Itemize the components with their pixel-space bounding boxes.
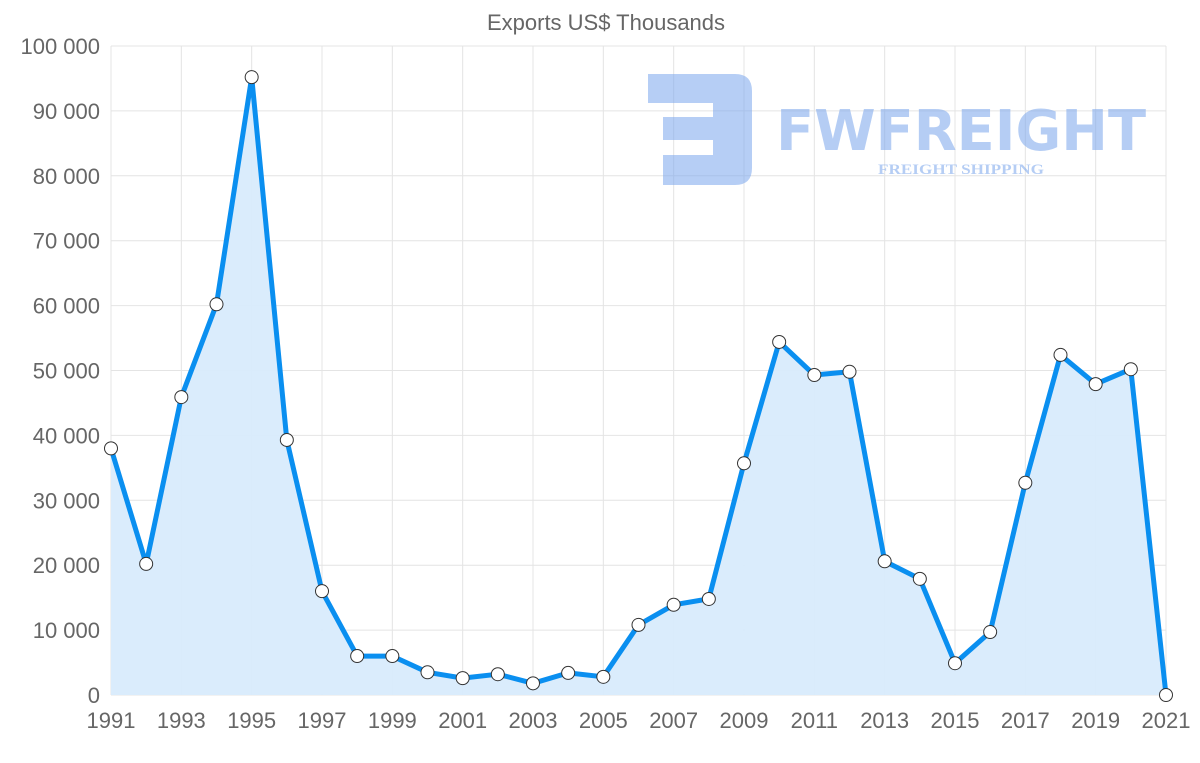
x-tick-label: 1997 xyxy=(298,708,347,733)
series-area xyxy=(111,77,1166,695)
data-point-2010[interactable] xyxy=(772,334,787,349)
y-tick-label: 30 000 xyxy=(33,488,100,513)
x-tick-label: 2003 xyxy=(509,708,558,733)
data-point-2003[interactable] xyxy=(526,676,540,691)
x-tick-label: 2017 xyxy=(1001,708,1050,733)
x-tick-label: 1993 xyxy=(157,708,206,733)
x-axis: 1991 1993 1995 1997 1999 2001 2003 2005 2007 2009… xyxy=(87,708,1191,733)
data-point-1996[interactable] xyxy=(279,432,294,447)
x-tick-label: 2007 xyxy=(649,708,698,733)
data-points xyxy=(104,70,1173,702)
data-point-1995[interactable] xyxy=(244,70,259,85)
data-point-1992[interactable] xyxy=(139,556,154,571)
data-point-2017[interactable] xyxy=(1018,475,1033,490)
y-tick-label: 40 000 xyxy=(33,423,100,448)
data-point-2013[interactable] xyxy=(877,554,892,569)
data-point-2020[interactable] xyxy=(1123,362,1138,377)
x-tick-label: 2019 xyxy=(1071,708,1120,733)
y-tick-label: 0 xyxy=(88,683,100,708)
y-axis: 0 10 000 20 000 30 000 40 000 50 000 60 000 70 … xyxy=(20,34,100,708)
y-tick-label: 100 000 xyxy=(20,34,100,59)
y-tick-label: 60 000 xyxy=(33,294,100,319)
data-point-2007[interactable] xyxy=(666,597,681,612)
data-point-2008[interactable] xyxy=(701,591,716,606)
x-tick-label: 2015 xyxy=(931,708,980,733)
data-point-2001[interactable] xyxy=(455,671,470,686)
x-tick-label: 2011 xyxy=(791,708,838,733)
data-point-2016[interactable] xyxy=(983,625,998,640)
x-tick-label: 1995 xyxy=(227,708,276,733)
data-point-2005[interactable] xyxy=(596,669,611,684)
y-tick-label: 10 000 xyxy=(33,618,100,643)
x-tick-label: 2005 xyxy=(579,708,628,733)
x-tick-label: 2021 xyxy=(1142,708,1191,733)
y-tick-label: 20 000 xyxy=(33,553,100,578)
fwfreight-logo-watermark: FWFREIGHT FREIGHT SHIPPING xyxy=(648,74,1146,185)
data-point-1999[interactable] xyxy=(385,649,400,664)
data-point-2011[interactable] xyxy=(807,368,822,383)
data-point-2000[interactable] xyxy=(420,665,435,680)
data-point-2004[interactable] xyxy=(561,665,576,680)
logo-tagline-text: FREIGHT SHIPPING xyxy=(878,162,1044,178)
data-point-1993[interactable] xyxy=(174,390,189,405)
y-tick-label: 80 000 xyxy=(33,164,100,189)
x-tick-label: 2009 xyxy=(720,708,769,733)
data-point-2002[interactable] xyxy=(490,667,505,682)
logo-mark-icon xyxy=(648,74,752,185)
data-point-1998[interactable] xyxy=(350,649,365,664)
y-tick-label: 50 000 xyxy=(33,359,100,384)
data-point-1997[interactable] xyxy=(315,584,329,599)
data-point-2021[interactable] xyxy=(1159,688,1173,702)
data-point-1994[interactable] xyxy=(209,297,224,312)
x-tick-label: 2013 xyxy=(860,708,909,733)
data-point-2015[interactable] xyxy=(948,656,962,671)
data-point-2009[interactable] xyxy=(737,456,751,471)
x-tick-label: 1999 xyxy=(368,708,417,733)
data-point-2012[interactable] xyxy=(842,364,857,379)
x-tick-label: 1991 xyxy=(87,708,136,733)
data-point-2014[interactable] xyxy=(912,571,927,586)
data-point-2019[interactable] xyxy=(1088,377,1103,392)
logo-brand-text: FWFREIGHT xyxy=(776,99,1146,164)
data-point-2018[interactable] xyxy=(1053,347,1068,362)
chart-title: Exports US$ Thousands xyxy=(487,10,725,35)
data-point-1991[interactable] xyxy=(104,441,118,456)
data-point-2006[interactable] xyxy=(631,617,646,632)
x-tick-label: 2001 xyxy=(438,708,487,733)
y-tick-label: 70 000 xyxy=(33,229,100,254)
y-tick-label: 90 000 xyxy=(33,99,100,124)
